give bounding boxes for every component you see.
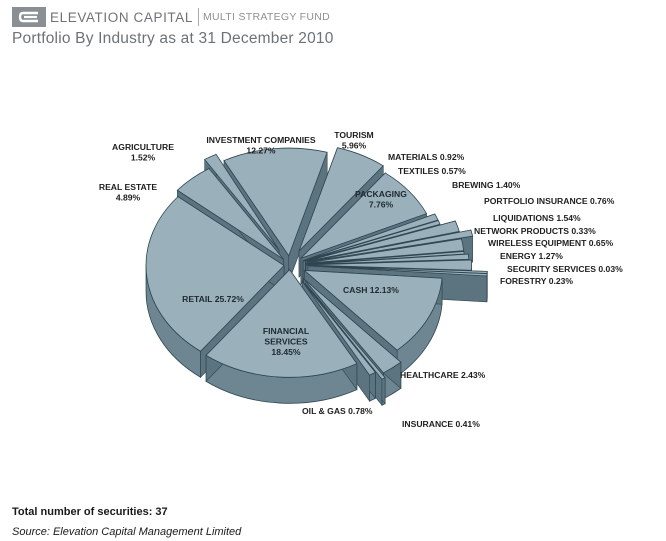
slice-label-tourism: TOURISM 5.96% [334, 130, 373, 151]
pie-slices [145, 147, 488, 407]
header: ELEVATION CAPITAL MULTI STRATEGY FUND [12, 6, 330, 28]
slice-label-oil-and-gas: OIL & GAS 0.78% [302, 406, 373, 416]
slice-label-agriculture: AGRICULTURE 1.52% [112, 142, 174, 163]
slice-label-energy: ENERGY 1.27% [500, 251, 563, 261]
fund-name: MULTI STRATEGY FUND [203, 11, 331, 23]
slice-label-insurance: INSURANCE 0.41% [402, 419, 480, 429]
slice-label-network-products: NETWORK PRODUCTS 0.33% [474, 226, 596, 236]
page-title: Portfolio By Industry as at 31 December … [12, 30, 334, 47]
slice-label-retail: RETAIL 25.72% [182, 294, 244, 304]
slice-label-materials: MATERIALS 0.92% [388, 152, 465, 162]
slice-label-cash: CASH 12.13% [343, 285, 399, 295]
elevation-capital-logo-icon [12, 7, 46, 27]
slice-label-brewing: BREWING 1.40% [452, 180, 521, 190]
slice-label-packaging: PACKAGING 7.76% [355, 189, 407, 210]
slice-label-wireless-equipment: WIRELESS EQUIPMENT 0.65% [488, 238, 613, 248]
slice-label-portfolio-insurance: PORTFOLIO INSURANCE 0.76% [484, 196, 615, 206]
brand-name: ELEVATION CAPITAL [50, 9, 193, 25]
slice-label-security-services: SECURITY SERVICES 0.03% [507, 264, 623, 274]
slice-label-financial-services: FINANCIAL SERVICES 18.45% [263, 326, 309, 357]
pie-labels: INVESTMENT COMPANIES 12.27% TOURISM 5.96% PA… [99, 130, 623, 429]
source-note: Source: Elevation Capital Management Lim… [12, 526, 242, 538]
slice-label-investment-companies: INVESTMENT COMPANIES 12.27% [206, 135, 315, 156]
slice-label-textiles: TEXTILES 0.57% [398, 166, 466, 176]
total-securities: Total number of securities: 37 [12, 506, 168, 518]
slice-label-real-estate: REAL ESTATE 4.89% [99, 182, 158, 203]
pie-slice-financial-services [205, 268, 358, 404]
slice-label-healthcare: HEALTHCARE 2.43% [400, 370, 486, 380]
slice-label-forestry: FORESTRY 0.23% [500, 276, 573, 286]
slice-label-liquidations: LIQUIDATIONS 1.54% [493, 213, 581, 223]
header-divider [198, 8, 199, 26]
